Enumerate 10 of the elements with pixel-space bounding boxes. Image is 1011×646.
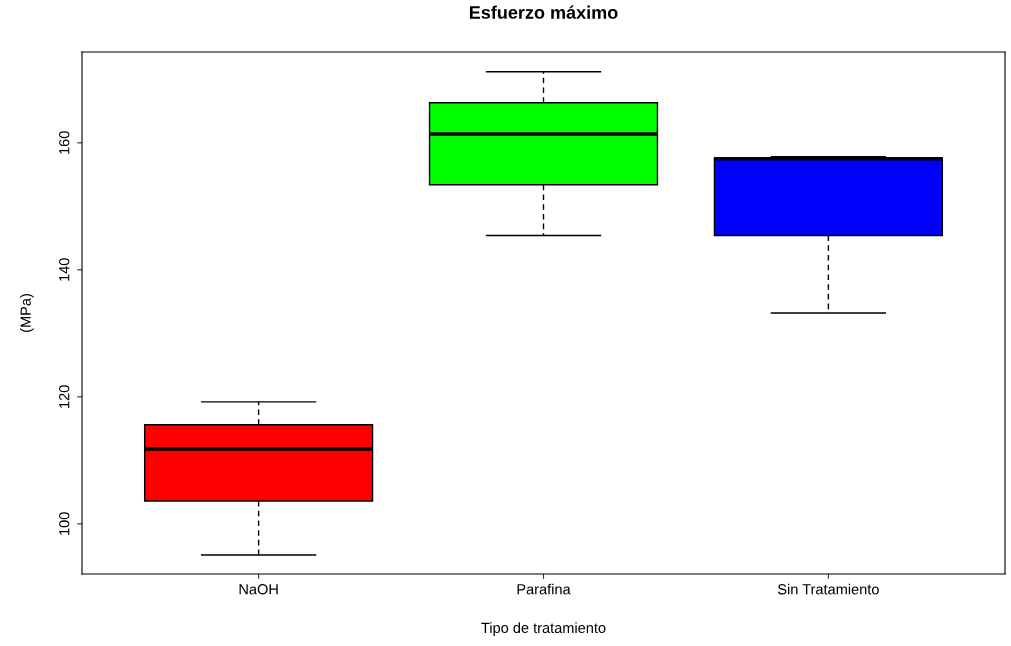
y-tick-label: 100 <box>59 512 70 535</box>
x-tick-label: Sin Tratamiento <box>777 583 879 595</box>
y-tick-label: 160 <box>59 131 70 154</box>
y-axis-title: (MPa) <box>20 294 34 332</box>
x-tick-label: NaOH <box>239 584 278 595</box>
y-tick-label: 140 <box>59 258 70 281</box>
chart-title: Esfuerzo máximo <box>469 5 618 19</box>
x-tick-label: Parafina <box>517 583 571 595</box>
y-tick-label: 120 <box>59 385 70 408</box>
x-axis-title: Tipo de tratamiento <box>481 622 606 636</box>
